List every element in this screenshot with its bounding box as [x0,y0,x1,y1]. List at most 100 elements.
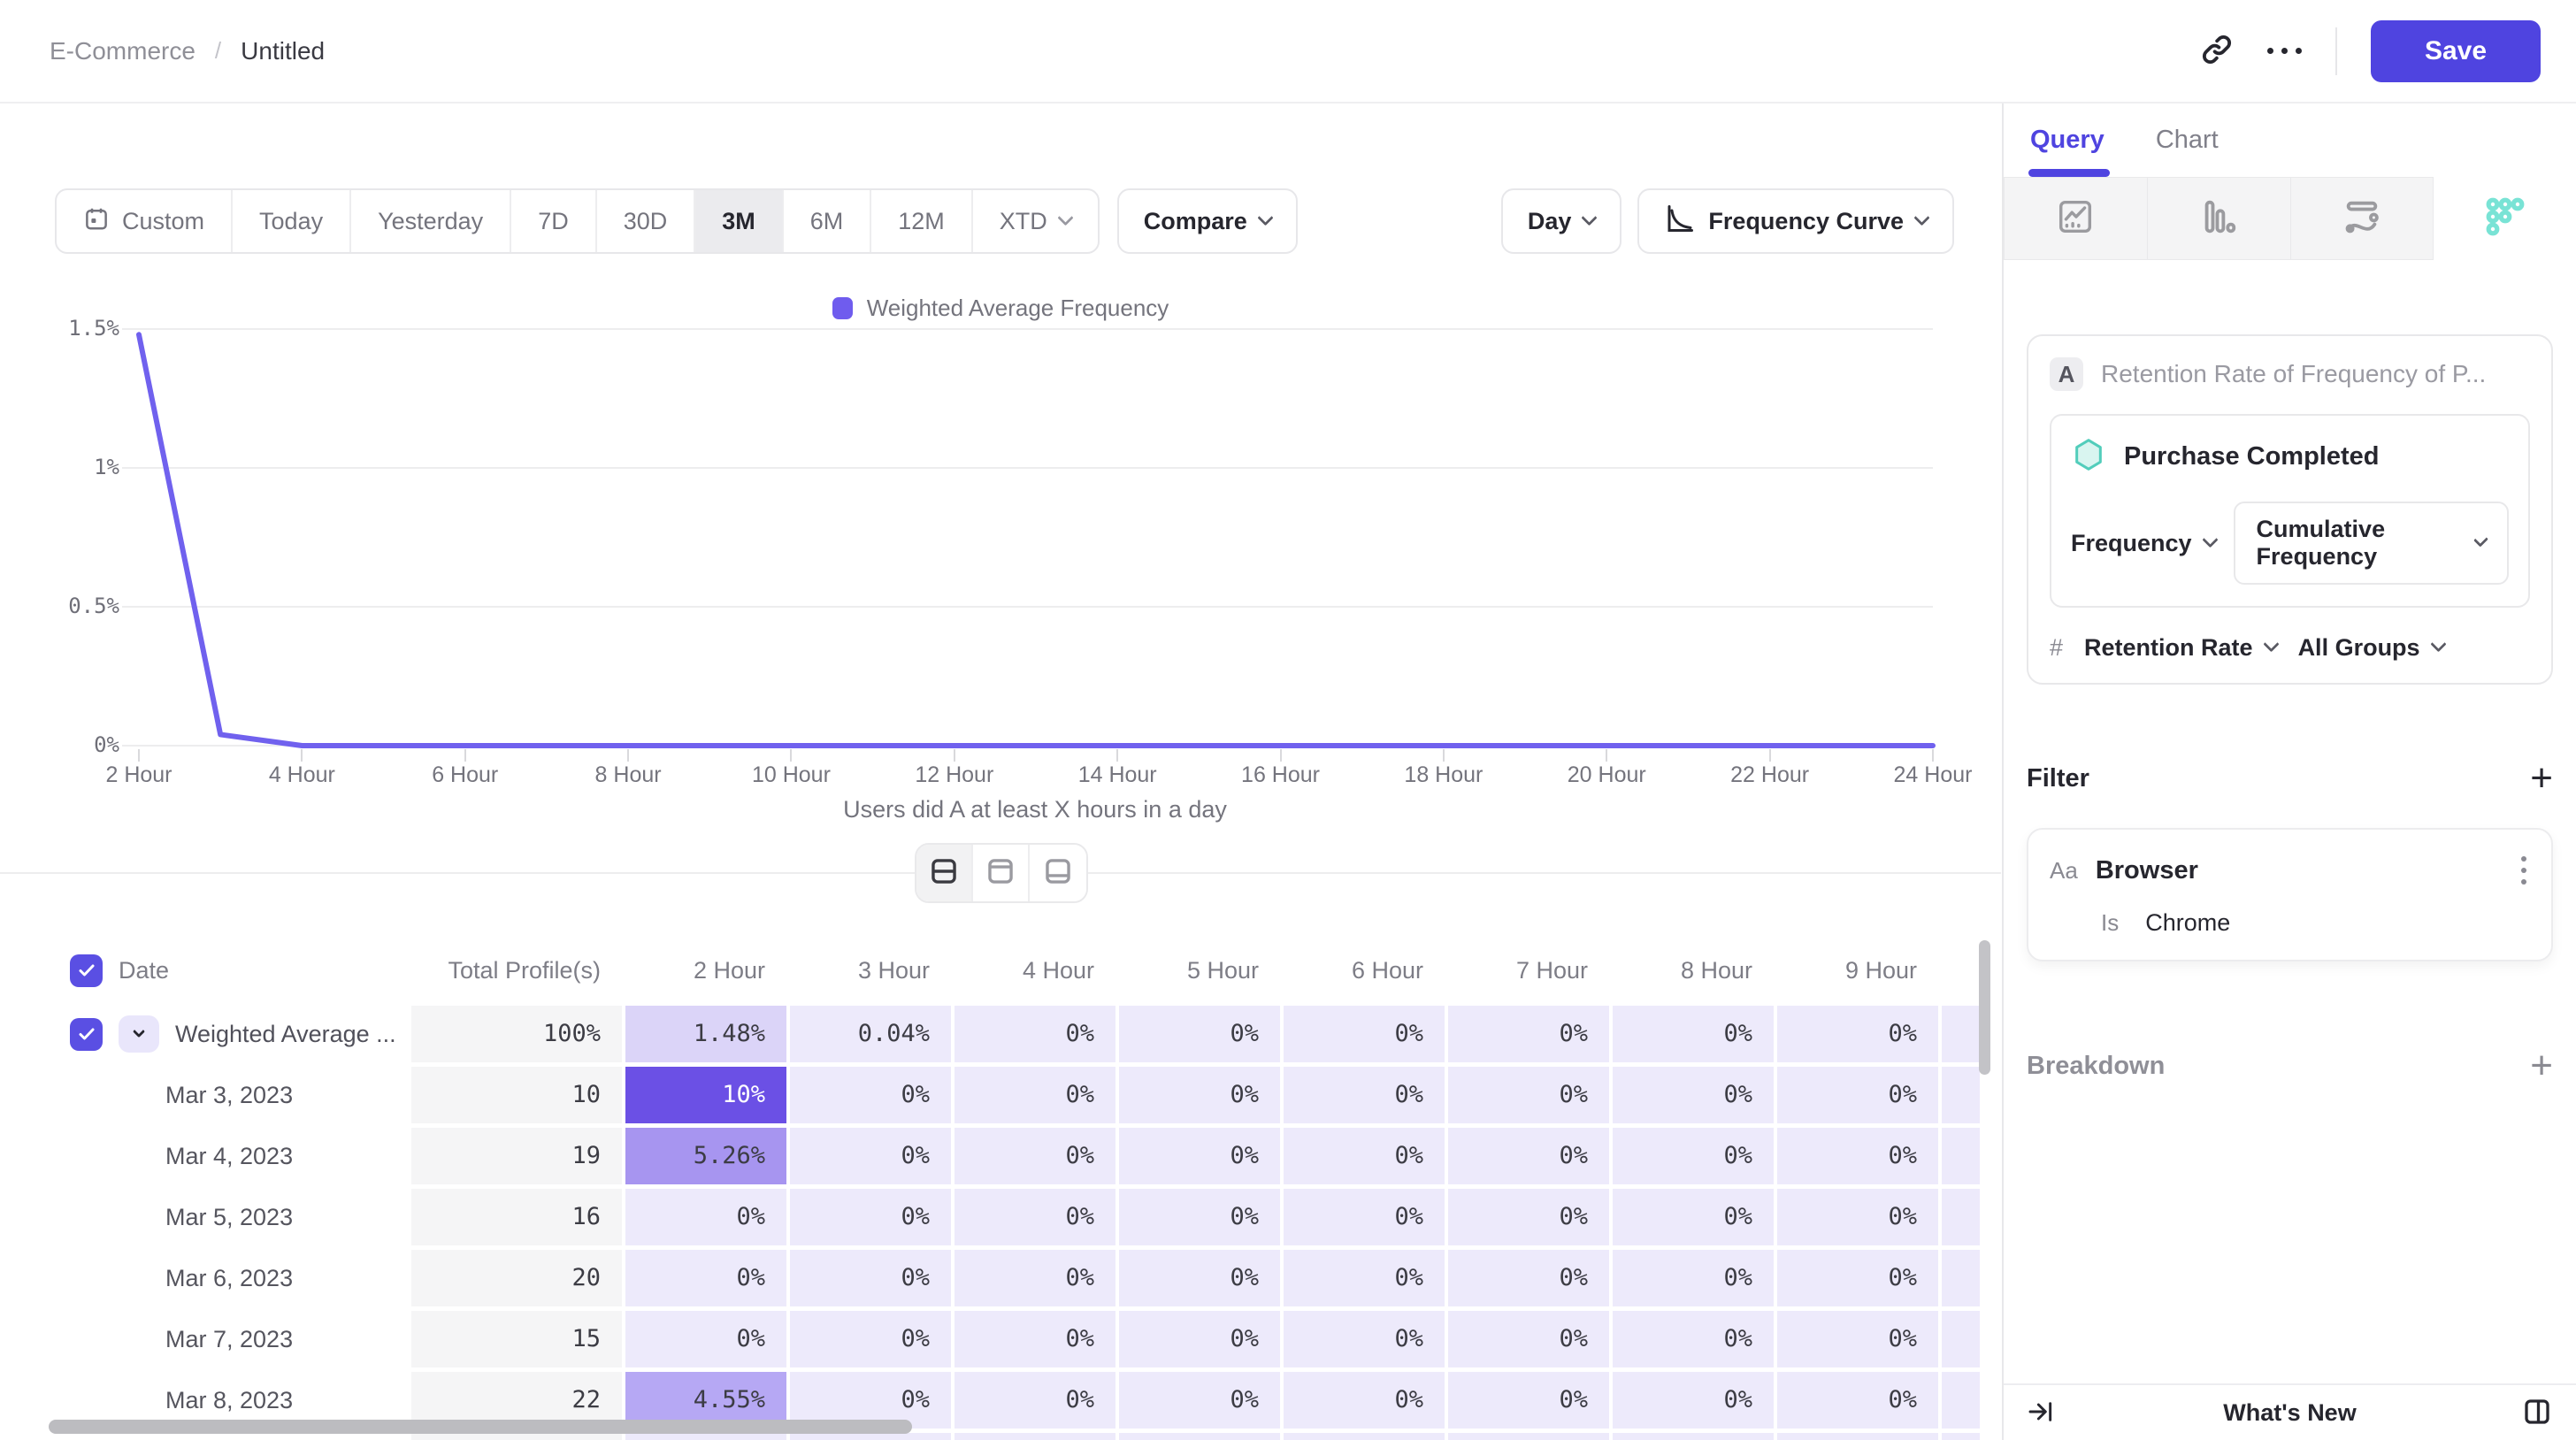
table-cell[interactable]: 0% [1284,1006,1445,1062]
filter-operator[interactable]: Is [2101,909,2120,936]
table-cell[interactable]: 0% [1777,1189,1938,1245]
column-header[interactable]: 8 Hour [1680,957,1752,984]
table-cell[interactable]: 0% [1613,1189,1774,1245]
table-cell[interactable]: 0% [1448,1372,1609,1429]
table-cell[interactable]: 0% [1613,1128,1774,1184]
query-title[interactable]: Retention Rate of Frequency of P... [2101,360,2487,387]
table-cell[interactable]: 0% [1942,1128,1980,1184]
column-header[interactable]: 4 Hour [1022,957,1094,984]
table-cell[interactable]: 0% [1284,1128,1445,1184]
table-cell[interactable]: 1.48% [625,1006,786,1062]
table-cell[interactable]: 0% [1284,1189,1445,1245]
column-header[interactable]: 5 Hour [1186,957,1259,984]
table-cell[interactable]: 0% [1613,1311,1774,1367]
table-cell[interactable]: 0% [1942,1250,1980,1306]
table-cell[interactable]: 0% [625,1250,786,1306]
vertical-scrollbar[interactable] [1979,940,1990,1075]
layout-table-only-button[interactable] [1029,845,1086,901]
table-cell[interactable]: 0% [790,1372,951,1429]
table-cell[interactable]: 0% [1119,1189,1280,1245]
table-cell[interactable]: 0% [790,1128,951,1184]
table-cell[interactable]: 0% [1613,1250,1774,1306]
row-checkbox[interactable] [70,1017,103,1051]
table-cell[interactable]: 0% [1777,1006,1938,1062]
report-title[interactable]: Untitled [241,36,326,65]
table-cell[interactable]: 0% [1942,1372,1980,1429]
filter-property[interactable]: Browser [2095,855,2198,885]
table-cell[interactable]: 0% [1448,1250,1609,1306]
column-header[interactable]: 9 Hour [1844,957,1917,984]
chart-type-flows[interactable] [2290,177,2434,260]
table-cell[interactable]: 0% [1448,1006,1609,1062]
table-cell[interactable]: 0% [790,1189,951,1245]
table-cell[interactable]: 0% [954,1372,1116,1429]
table-cell[interactable]: 0% [1119,1372,1280,1429]
more-options-button[interactable] [2267,48,2302,54]
range-12m[interactable]: 12M [871,190,973,252]
table-cell[interactable] [625,1433,786,1440]
table-cell[interactable] [1119,1433,1280,1440]
table-cell[interactable]: 0% [1613,1372,1774,1429]
breadcrumb-project[interactable]: E-Commerce [50,36,196,65]
table-cell[interactable] [1777,1433,1938,1440]
measure-dropdown[interactable]: Frequency [2071,530,2219,557]
table-cell[interactable]: 0% [1119,1128,1280,1184]
chart-type-frequency[interactable] [2434,177,2576,260]
table-cell[interactable]: 0% [625,1311,786,1367]
table-cell[interactable]: 0% [954,1067,1116,1123]
table-cell[interactable] [790,1433,951,1440]
metric-dropdown[interactable]: Retention Rate [2084,634,2280,662]
table-cell[interactable]: 0% [1284,1311,1445,1367]
groups-dropdown[interactable]: All Groups [2298,634,2447,662]
range-custom[interactable]: Custom [57,190,234,252]
table-cell[interactable]: 0% [1942,1189,1980,1245]
table-cell[interactable]: 0% [1119,1067,1280,1123]
table-cell[interactable] [1613,1433,1774,1440]
table-cell[interactable]: 0% [1942,1311,1980,1367]
column-header[interactable]: 10 Hour [1942,942,1980,999]
table-cell[interactable]: 0% [954,1250,1116,1306]
table-cell[interactable]: 0% [790,1250,951,1306]
table-cell[interactable]: 0% [1777,1372,1938,1429]
horizontal-scrollbar[interactable] [49,1420,912,1434]
table-cell[interactable]: 0% [1448,1067,1609,1123]
table-cell[interactable]: 0% [954,1128,1116,1184]
chart-legend[interactable]: Weighted Average Frequency [0,295,2001,322]
table-cell[interactable]: 0% [954,1311,1116,1367]
table-cell[interactable]: 5.26% [625,1128,786,1184]
table-cell[interactable]: 0% [1284,1372,1445,1429]
range-xtd[interactable]: XTD [973,190,1098,252]
column-header[interactable]: 3 Hour [857,957,930,984]
filter-options-icon[interactable] [2518,853,2530,888]
select-all-checkbox[interactable] [70,954,103,987]
tab-chart[interactable]: Chart [2155,126,2219,154]
column-header[interactable]: Total Profile(s) [448,957,601,984]
table-cell[interactable]: 10% [625,1067,786,1123]
table-cell[interactable]: 0% [1448,1189,1609,1245]
compare-button[interactable]: Compare [1116,188,1298,254]
table-cell[interactable]: 0% [954,1006,1116,1062]
layout-split-button[interactable] [916,845,973,901]
split-view-button[interactable] [2521,1396,2553,1430]
table-cell[interactable]: 0% [1448,1311,1609,1367]
table-cell[interactable]: 0% [790,1311,951,1367]
collapse-panel-button[interactable] [2027,1398,2055,1429]
table-cell[interactable]: 0% [1119,1311,1280,1367]
table-cell[interactable]: 0% [1777,1250,1938,1306]
table-cell[interactable]: 0% [1119,1006,1280,1062]
table-cell[interactable] [954,1433,1116,1440]
event-row[interactable]: Purchase Completed [2071,437,2509,477]
add-filter-button[interactable]: + [2530,756,2553,800]
table-cell[interactable]: 0% [1448,1128,1609,1184]
column-header[interactable]: 7 Hour [1515,957,1588,984]
column-header[interactable]: 2 Hour [693,957,765,984]
table-cell[interactable]: 0% [790,1067,951,1123]
table-cell[interactable]: 0% [1777,1128,1938,1184]
table-cell[interactable]: 0% [954,1189,1116,1245]
range-3m[interactable]: 3M [695,190,784,252]
range-yesterday[interactable]: Yesterday [351,190,512,252]
table-cell[interactable]: 0% [1777,1311,1938,1367]
range-7d[interactable]: 7D [511,190,597,252]
table-cell[interactable]: 0% [625,1189,786,1245]
column-header[interactable]: 6 Hour [1351,957,1423,984]
